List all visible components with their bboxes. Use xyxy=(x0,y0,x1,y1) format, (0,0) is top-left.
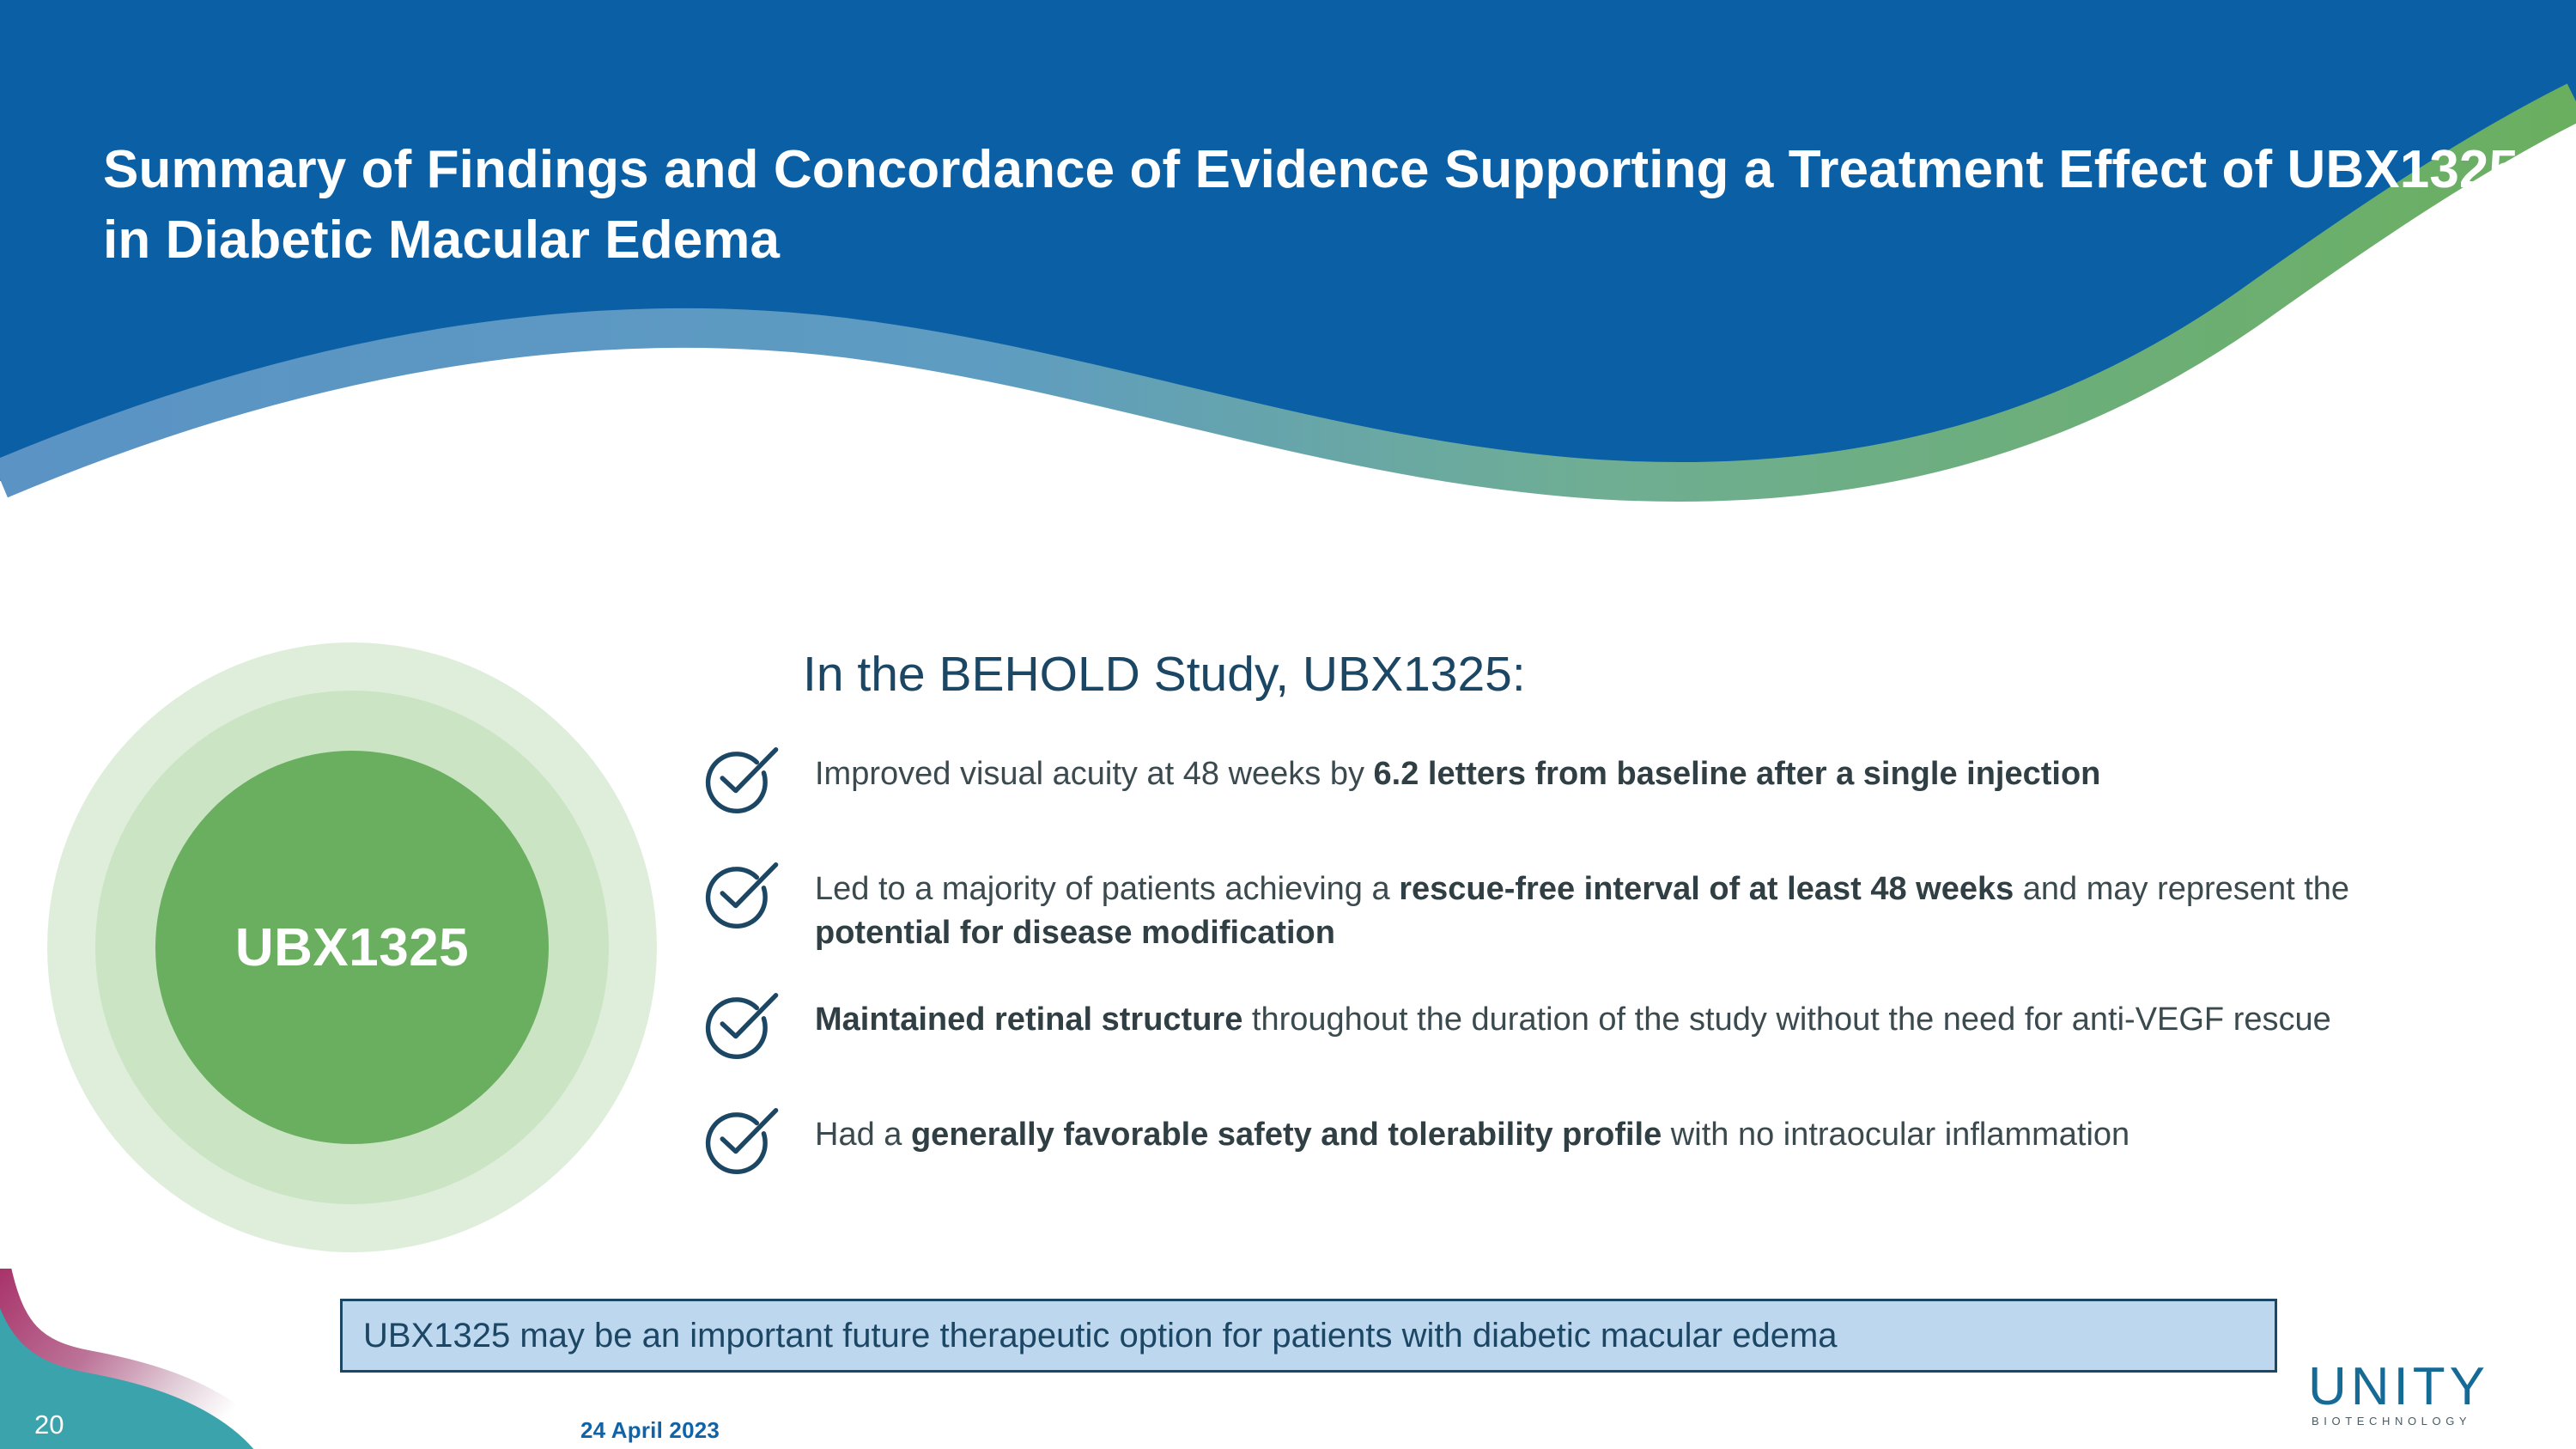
bullet-item: Improved visual acuity at 48 weeks by 6.… xyxy=(696,746,2404,823)
bullet-text: Improved visual acuity at 48 weeks by 6.… xyxy=(815,756,2101,792)
bullet-text: Maintained retinal structure throughout … xyxy=(815,1001,2331,1038)
bullet-text: Led to a majority of patients achieving … xyxy=(815,871,2350,951)
unity-biotechnology-logo: UNITY BIOTECHNOLOGY xyxy=(2308,1357,2506,1436)
check-circle-icon xyxy=(705,992,779,1059)
bullet-item: Led to a majority of patients achieving … xyxy=(696,861,2404,955)
circle-ring-inner xyxy=(155,751,549,1144)
slide-date: 24 April 2023 xyxy=(580,1417,720,1443)
bullet-item: Maintained retinal structure throughout … xyxy=(696,991,2404,1068)
header-wave-decoration xyxy=(0,0,2576,502)
behold-study-heading: In the BEHOLD Study, UBX1325: xyxy=(803,647,1526,702)
slide-title: Summary of Findings and Concordance of E… xyxy=(103,139,2519,270)
logo-tagline: BIOTECHNOLOGY xyxy=(2312,1414,2472,1428)
conclusion-callout-box: UBX1325 may be an important future thera… xyxy=(340,1299,2277,1373)
check-circle-icon xyxy=(705,747,779,814)
bullet-text: Had a generally favorable safety and tol… xyxy=(815,1116,2130,1153)
bullet-item: Had a generally favorable safety and tol… xyxy=(696,1106,2404,1184)
conclusion-callout-text: UBX1325 may be an important future thera… xyxy=(363,1317,1838,1355)
findings-bullet-list: Improved visual acuity at 48 weeks by 6.… xyxy=(696,746,2404,1184)
logo-wordmark: UNITY xyxy=(2308,1357,2489,1416)
ubx1325-circle-graphic: UBX1325 xyxy=(47,642,657,1252)
page-number: 20 xyxy=(34,1409,64,1440)
circle-label: UBX1325 xyxy=(234,917,470,977)
check-circle-icon xyxy=(705,1107,779,1174)
check-circle-icon xyxy=(705,862,779,929)
